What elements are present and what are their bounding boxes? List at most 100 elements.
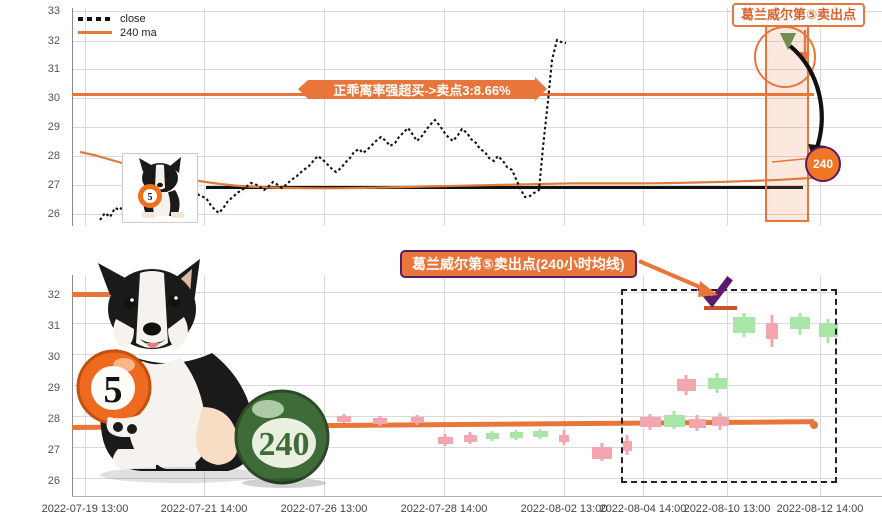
- gridline-v: [643, 275, 644, 497]
- candle-body: [689, 419, 706, 428]
- gridline-h: [72, 69, 882, 70]
- solid-line-key-icon: [78, 28, 112, 38]
- ma240-badge-label: 240: [812, 157, 834, 171]
- ma-left-stub-line: [72, 292, 110, 297]
- y-tick-top: 26: [47, 208, 60, 220]
- y-tick-bottom: 28: [47, 413, 60, 425]
- gridline-h: [72, 214, 882, 215]
- callout-pointer-arrowhead: [698, 281, 718, 297]
- overbought-banner: 正乖离率强超买->卖点3:8.66%: [298, 77, 547, 101]
- y-tick-top: 28: [47, 150, 60, 162]
- y-tick-bottom: 31: [47, 320, 60, 332]
- gridline-v: [324, 8, 325, 226]
- billiard-ball-5-number: 5: [104, 369, 123, 411]
- gridline-h: [72, 416, 882, 417]
- billiard-ball-240-shade-icon: [234, 389, 330, 485]
- billiard-ball-5-number: 5: [148, 192, 153, 203]
- support-level-line: [206, 186, 803, 189]
- candle-body: [592, 447, 612, 459]
- bottom-axis-spine: [72, 275, 73, 497]
- small-orange-arrowhead: [800, 52, 810, 62]
- billiard-ball-240-face-icon: [252, 418, 316, 468]
- dog-ear-left-icon: [139, 158, 153, 172]
- sell-point-callout-top[interactable]: 葛兰威尔第⑤卖出点: [732, 3, 866, 27]
- y-tick-top: 30: [47, 92, 60, 104]
- gridline-v: [444, 8, 445, 226]
- x-tick-label: 2022-07-19 13:00: [41, 503, 129, 515]
- gridline-h: [72, 385, 882, 386]
- dog-illustration-svg: 5 240: [76, 259, 330, 488]
- top-chart-panel: 240 5: [72, 8, 882, 226]
- y-tick-top: 32: [47, 35, 60, 47]
- gridline-h: [72, 323, 882, 324]
- candle-body: [373, 418, 387, 424]
- dog-haunch-icon: [195, 407, 239, 465]
- candle-body: [559, 435, 569, 442]
- candle-body: [411, 417, 424, 423]
- x-tick-label: 2022-08-12 14:00: [776, 503, 864, 515]
- bottom-chart-panel: 5 240: [71, 259, 882, 497]
- x-tick-label: 2022-07-26 13:00: [280, 503, 368, 515]
- candle-body: [708, 378, 727, 389]
- y-tick-top: 29: [47, 121, 60, 133]
- dog-eye-right-icon: [168, 295, 180, 307]
- y-tick-bottom: 32: [47, 289, 60, 301]
- legend-item-ma240: 240 ma: [78, 26, 157, 40]
- dog-toe-icon: [113, 422, 123, 432]
- ma-240-line: [79, 150, 815, 190]
- dog-cheek-right-icon: [168, 317, 188, 349]
- y-tick-top: 27: [47, 179, 60, 191]
- gridline-h: [72, 292, 882, 293]
- top-axis-spine: [72, 8, 73, 226]
- gridline-h: [72, 41, 882, 42]
- x-tick-label: 2022-08-10 13:00: [683, 503, 771, 515]
- y-tick-bottom: 27: [47, 444, 60, 456]
- gridline-v: [727, 8, 728, 226]
- dog-face-blaze-icon: [136, 271, 168, 348]
- y-tick-top: 33: [47, 5, 60, 17]
- dog-tongue-icon: [146, 343, 160, 348]
- dog-shadow: [100, 467, 264, 483]
- candle-body: [623, 441, 632, 451]
- candle-body: [733, 317, 755, 333]
- sell-point-callout-bottom[interactable]: 葛兰威尔第⑤卖出点(240小时均线): [400, 250, 637, 278]
- legend-label-close: close: [120, 13, 146, 25]
- dog-eye-left-icon: [124, 297, 136, 309]
- candle-body: [464, 435, 477, 442]
- dog-eye-left-glint-icon: [130, 298, 134, 302]
- x-tick-label: 2022-07-21 14:00: [160, 503, 248, 515]
- dog-nose-icon: [157, 182, 163, 188]
- ma240-badge[interactable]: 240: [805, 146, 841, 182]
- top-plot-background: [72, 8, 882, 226]
- bottom-axis-bottom-spine: [72, 496, 882, 497]
- x-tick-label: 2022-07-28 14:00: [400, 503, 488, 515]
- dog-eye-right-icon: [164, 173, 170, 179]
- billiard-ball-240-highlight-icon: [252, 400, 284, 418]
- gridline-h: [72, 447, 882, 448]
- gridline-v: [85, 8, 86, 226]
- dog-paw-left-icon: [141, 212, 155, 218]
- dog-nose-icon: [143, 322, 161, 336]
- gridline-v: [643, 8, 644, 226]
- candle-body: [790, 317, 810, 329]
- candle-body: [533, 431, 548, 437]
- candle-body: [640, 417, 661, 427]
- gridline-v: [727, 275, 728, 497]
- dog-paw-front-left-icon: [112, 449, 156, 469]
- sell-zone-dashed-rect: [621, 289, 837, 483]
- gridline-v: [444, 275, 445, 497]
- candle-body: [486, 433, 499, 439]
- dog-ear-right-icon: [170, 157, 181, 173]
- dog-face-blaze-icon: [155, 164, 165, 190]
- y-tick-top: 31: [47, 63, 60, 75]
- candle-body: [766, 323, 778, 339]
- candle-body: [819, 323, 838, 337]
- dog-thumbnail-svg: 5: [138, 157, 185, 218]
- bottom-annotations-svg: [638, 259, 733, 308]
- gridline-h: [72, 478, 882, 479]
- candle-body: [337, 416, 351, 422]
- gridline-v: [204, 8, 205, 226]
- dog-paw-right-icon: [171, 212, 185, 218]
- sell-point-callout-top-label: 葛兰威尔第⑤卖出点: [741, 7, 857, 22]
